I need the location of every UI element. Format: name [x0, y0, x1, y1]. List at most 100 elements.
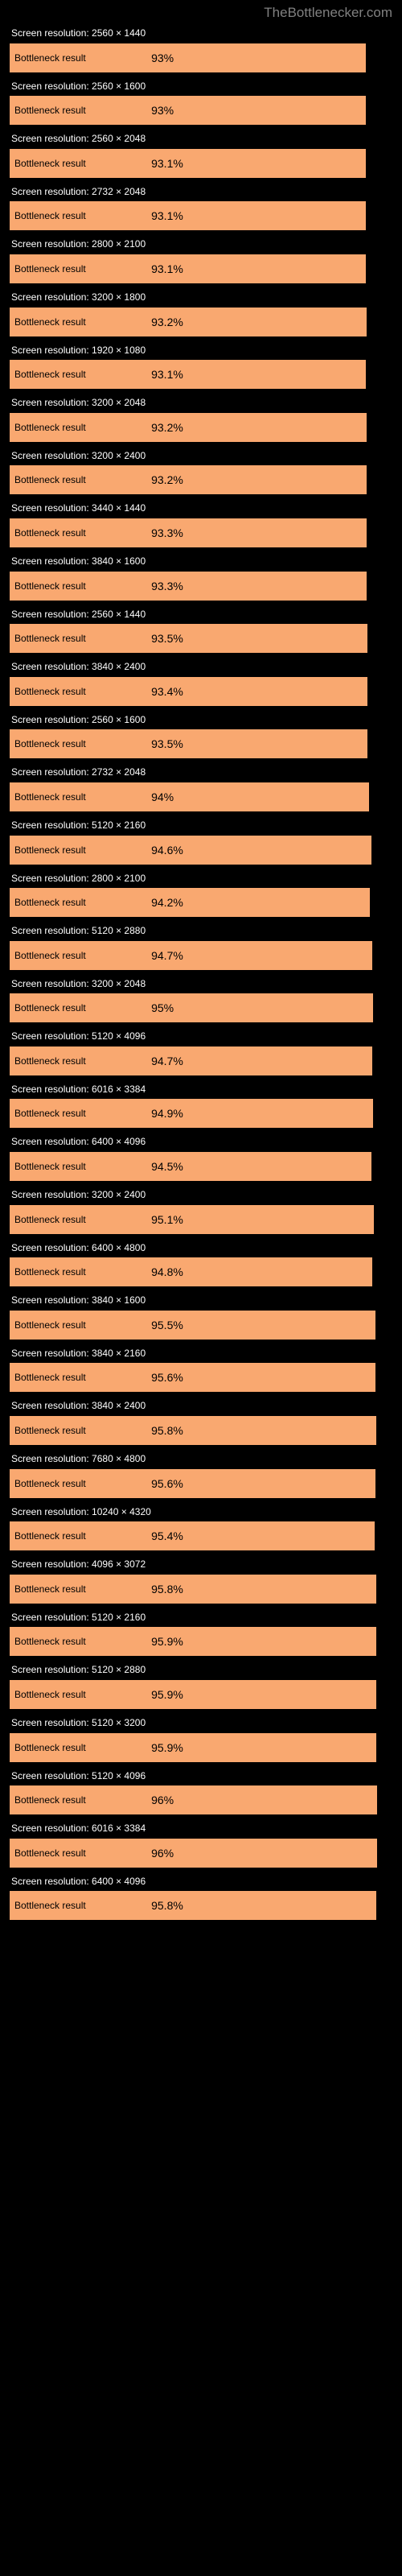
bar-inner-label: Bottleneck result [10, 210, 86, 221]
bar-value: 93.1% [151, 157, 183, 170]
bar-value: 94.7% [151, 1055, 183, 1067]
bar-value: 95.1% [151, 1213, 183, 1226]
chart-row: Screen resolution: 2800 × 2100Bottleneck… [10, 235, 392, 283]
chart-row: Screen resolution: 6400 × 4800Bottleneck… [10, 1239, 392, 1287]
row-header: Screen resolution: 10240 × 4320 [10, 1503, 392, 1522]
bar-fill: Bottleneck result [10, 1785, 377, 1814]
bar-track: Bottleneck result 94.7% [10, 1046, 392, 1075]
bar-inner-label: Bottleneck result [10, 1689, 86, 1700]
row-header: Screen resolution: 7680 × 4800 [10, 1450, 392, 1469]
chart-row: Screen resolution: 5120 × 2160Bottleneck… [10, 816, 392, 865]
bar-fill: Bottleneck result [10, 624, 367, 653]
bar-value: 93% [151, 52, 174, 64]
bar-inner-label: Bottleneck result [10, 422, 86, 433]
bar-track: Bottleneck result95.8% [10, 1416, 392, 1445]
row-header: Screen resolution: 1920 × 1080 [10, 341, 392, 361]
bar-fill: Bottleneck result [10, 96, 366, 125]
bar-inner-label: Bottleneck result [10, 633, 86, 644]
row-header: Screen resolution: 5120 × 4096 [10, 1767, 392, 1786]
bar-track: Bottleneck result93.1% [10, 360, 392, 389]
bar-inner-label: Bottleneck result [10, 897, 86, 908]
bar-fill: Bottleneck result [10, 782, 369, 811]
bar-value: 95.9% [151, 1635, 183, 1648]
row-header: Screen resolution: 3440 × 1440 [10, 499, 392, 518]
bar-track: Bottleneck result95.8% [10, 1575, 392, 1604]
bar-inner-label: Bottleneck result [10, 1055, 86, 1067]
bar-track: Bottleneck result93.2% [10, 465, 392, 494]
bar-fill: Bottleneck result [10, 941, 372, 970]
bar-value: 94% [151, 791, 174, 803]
bar-inner-label: Bottleneck result [10, 580, 86, 592]
bar-inner-label: Bottleneck result [10, 316, 86, 328]
chart-row: Screen resolution: 2560 × 1440Bottleneck… [10, 24, 392, 72]
bar-value: 93.5% [151, 737, 183, 750]
bar-inner-label: Bottleneck result [10, 738, 86, 749]
chart-row: Screen resolution: 5120 × 4096Bottleneck… [10, 1767, 392, 1815]
bar-value: 95.8% [151, 1583, 183, 1596]
bar-value: 94.7% [151, 949, 183, 962]
bar-fill: Bottleneck result [10, 1627, 376, 1656]
bar-fill: Bottleneck result [10, 308, 367, 336]
chart-row: Screen resolution: 6016 × 3384Bottleneck… [10, 1819, 392, 1868]
chart-row: Screen resolution: 3200 × 2400Bottleneck… [10, 1186, 392, 1234]
bar-inner-label: Bottleneck result [10, 844, 86, 856]
bar-fill: Bottleneck result [10, 413, 367, 442]
bar-fill: Bottleneck result [10, 1046, 372, 1075]
bar-value: 93.3% [151, 580, 183, 592]
bar-fill: Bottleneck result [10, 1891, 376, 1920]
bar-fill: Bottleneck result [10, 43, 366, 72]
bar-value: 93.1% [151, 368, 183, 381]
bar-track: Bottleneck result94.2% [10, 888, 392, 917]
chart-row: Screen resolution: 2732 × 2048 Bottleneck… [10, 183, 392, 231]
bar-fill: Bottleneck result [10, 729, 367, 758]
chart-row: Screen resolution: 5120 × 2880Bottleneck… [10, 1661, 392, 1709]
bar-value: 93.4% [151, 685, 183, 698]
bar-track: Bottleneck result94.9% [10, 1099, 392, 1128]
bar-inner-label: Bottleneck result [10, 263, 86, 275]
chart-row: Screen resolution: 7680 × 4800Bottleneck… [10, 1450, 392, 1498]
bar-track: Bottleneck result93.2% [10, 308, 392, 336]
chart-row: Screen resolution: 3200 × 2048Bottleneck… [10, 394, 392, 442]
row-header: Screen resolution: 3840 × 2400 [10, 1397, 392, 1416]
bar-fill: Bottleneck result [10, 1416, 376, 1445]
bar-track: Bottleneck result93.4% [10, 677, 392, 706]
chart-row: Screen resolution: 2560 × 1600Bottleneck… [10, 77, 392, 126]
bar-inner-label: Bottleneck result [10, 1214, 86, 1225]
row-header: Screen resolution: 2560 × 1440 [10, 605, 392, 625]
bar-inner-label: Bottleneck result [10, 1266, 86, 1278]
bar-track: Bottleneck result95% [10, 993, 392, 1022]
row-header: Screen resolution: 3840 × 2400 [10, 658, 392, 677]
bar-track: Bottleneck result94% [10, 782, 392, 811]
bar-inner-label: Bottleneck result [10, 1530, 86, 1542]
chart-row: Screen resolution: 6016 × 3384Bottleneck… [10, 1080, 392, 1129]
bar-fill: Bottleneck result [10, 836, 371, 865]
bar-fill: Bottleneck result [10, 149, 366, 178]
bar-track: Bottleneck result 95.1% [10, 1205, 392, 1234]
bar-inner-label: Bottleneck result [10, 105, 86, 116]
chart-row: Screen resolution: 5120 × 4096Bottleneck… [10, 1027, 392, 1075]
bar-value: 93% [151, 104, 174, 117]
row-header: Screen resolution: 3840 × 2160 [10, 1344, 392, 1364]
bar-inner-label: Bottleneck result [10, 474, 86, 485]
chart-row: Screen resolution: 10240 × 4320Bottlenec… [10, 1503, 392, 1551]
row-header: Screen resolution: 2732 × 2048 [10, 183, 392, 202]
chart-row: Screen resolution: 3200 × 1800Bottleneck… [10, 288, 392, 336]
bar-fill: Bottleneck result [10, 254, 366, 283]
bar-track: Bottleneck result 93.3% [10, 572, 392, 601]
bar-track: Bottleneck result94.6% [10, 836, 392, 865]
row-header: Screen resolution: 6016 × 3384 [10, 1080, 392, 1100]
bar-track: Bottleneck result94.8% [10, 1257, 392, 1286]
bar-value: 95.6% [151, 1477, 183, 1490]
site-name: TheBottlenecker.com [264, 5, 392, 20]
bar-track: Bottleneck result95.4% [10, 1521, 392, 1550]
bar-fill: Bottleneck result [10, 1469, 375, 1498]
chart-row: Screen resolution: 2732 × 2048Bottleneck… [10, 763, 392, 811]
bar-inner-label: Bottleneck result [10, 950, 86, 961]
bar-value: 93.1% [151, 209, 183, 222]
bar-value: 95.8% [151, 1899, 183, 1912]
bar-inner-label: Bottleneck result [10, 527, 86, 539]
bar-fill: Bottleneck result [10, 1363, 375, 1392]
row-header: Screen resolution: 5120 × 4096 [10, 1027, 392, 1046]
bar-track: Bottleneck result96% [10, 1785, 392, 1814]
chart-row: Screen resolution: 5120 × 2880Bottleneck… [10, 922, 392, 970]
